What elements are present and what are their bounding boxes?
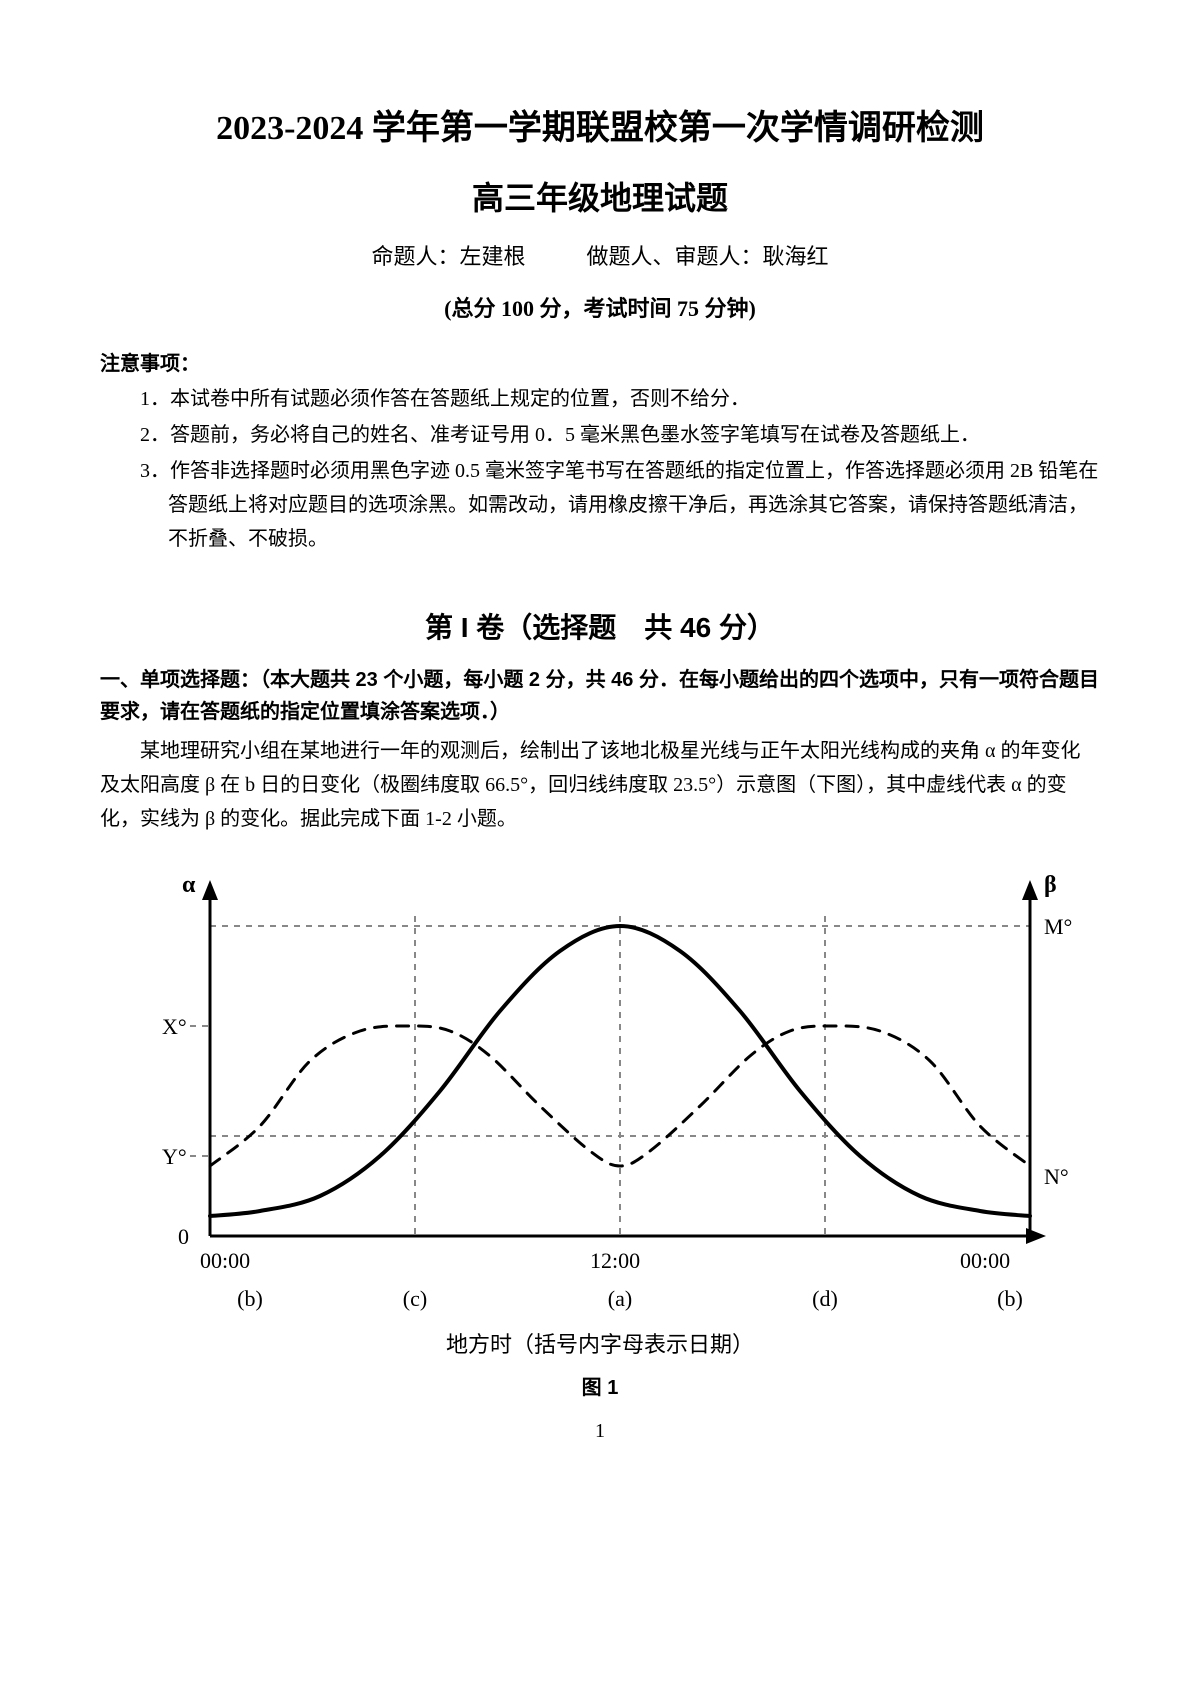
- notice-item: 3．作答非选择题时必须用黑色字迹 0.5 毫米签字笔书写在答题纸的指定位置上，作…: [140, 454, 1100, 556]
- svg-text:0: 0: [178, 1224, 189, 1249]
- chart-figure: α β X° Y° 0 M° N° 00:00 12:00 00:00 (b) (c) (a) (d) (b…: [120, 856, 1080, 1400]
- svg-text:(b): (b): [237, 1286, 263, 1311]
- svg-text:β: β: [1044, 872, 1057, 898]
- svg-text:M°: M°: [1044, 914, 1072, 939]
- author1-label: 命题人：: [371, 244, 459, 269]
- svg-text:α: α: [182, 872, 196, 898]
- svg-text:(a): (a): [608, 1286, 632, 1311]
- section-title: 第 I 卷（选择题 共 46 分）: [100, 606, 1100, 646]
- x-axis-caption: 地方时（括号内字母表示日期）: [120, 1327, 1080, 1359]
- svg-text:(b): (b): [997, 1286, 1023, 1311]
- question-body: 某地理研究小组在某地进行一年的观测后，绘制出了该地北极星光线与正午太阳光线构成的…: [100, 734, 1100, 836]
- notice-title: 注意事项：: [100, 347, 1100, 376]
- svg-text:X°: X°: [162, 1014, 187, 1039]
- page-title-main: 2023-2024 学年第一学期联盟校第一次学情调研检测: [100, 100, 1100, 149]
- notice-item: 2．答题前，务必将自己的姓名、准考证号用 0．5 毫米黑色墨水签字笔填写在试卷及…: [140, 418, 1100, 452]
- svg-text:Y°: Y°: [162, 1144, 187, 1169]
- score-line: (总分 100 分，考试时间 75 分钟): [100, 291, 1100, 323]
- author2-name: 耿海红: [763, 244, 829, 269]
- svg-text:00:00: 00:00: [960, 1248, 1010, 1273]
- page-number: 1: [100, 1420, 1100, 1443]
- figure-caption: 图 1: [120, 1371, 1080, 1400]
- svg-text:(c): (c): [403, 1286, 427, 1311]
- authors-line: 命题人：左建根 做题人、审题人：耿海红: [100, 239, 1100, 271]
- svg-text:N°: N°: [1044, 1164, 1069, 1189]
- chart-svg: α β X° Y° 0 M° N° 00:00 12:00 00:00 (b) (c) (a) (d) (b…: [120, 856, 1080, 1316]
- svg-text:(d): (d): [812, 1286, 838, 1311]
- author1-name: 左建根: [459, 244, 525, 269]
- author2-label: 做题人、审题人：: [587, 244, 763, 269]
- svg-text:12:00: 12:00: [590, 1248, 640, 1273]
- svg-text:00:00: 00:00: [200, 1248, 250, 1273]
- notice-list: 1．本试卷中所有试题必须作答在答题纸上规定的位置，否则不给分． 2．答题前，务必…: [100, 382, 1100, 556]
- page-title-sub: 高三年级地理试题: [100, 173, 1100, 219]
- question-header: 一、单项选择题：（本大题共 23 个小题，每小题 2 分，共 46 分．在每小题…: [100, 664, 1100, 728]
- notice-item: 1．本试卷中所有试题必须作答在答题纸上规定的位置，否则不给分．: [140, 382, 1100, 416]
